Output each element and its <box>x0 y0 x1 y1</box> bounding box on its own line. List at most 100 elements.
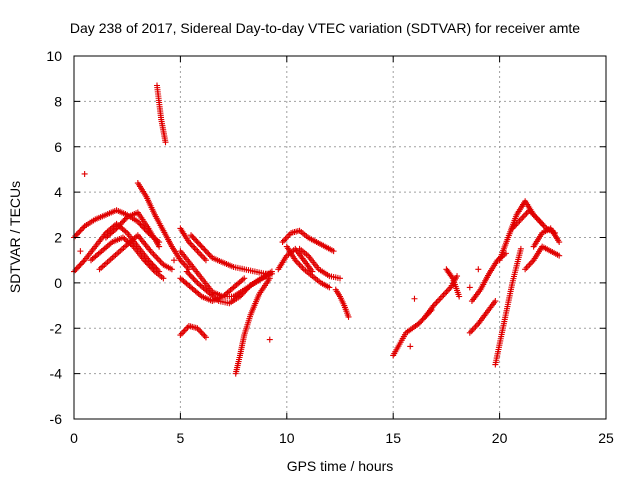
data-point-marker <box>156 257 163 264</box>
data-point-marker <box>190 235 197 242</box>
data-point-marker <box>337 275 343 282</box>
data-point-marker <box>189 274 196 281</box>
data-point-marker <box>151 252 158 259</box>
isolated-point-marker <box>475 266 482 273</box>
data-point-marker <box>157 258 164 265</box>
data-point-marker <box>198 243 205 250</box>
data-point-marker <box>145 261 152 268</box>
data-point-marker <box>72 267 79 274</box>
data-point-marker <box>74 230 81 237</box>
data-point-marker <box>72 233 79 240</box>
data-point-marker <box>537 219 544 226</box>
data-point-marker <box>522 211 529 218</box>
data-point-marker <box>154 255 161 262</box>
isolated-point-marker <box>81 170 88 177</box>
data-point-marker <box>456 293 463 300</box>
data-point-marker <box>150 267 157 274</box>
data-point-marker <box>177 332 184 339</box>
data-point-marker <box>201 246 208 253</box>
data-point-marker <box>279 239 286 246</box>
data-point-marker <box>143 260 150 267</box>
data-point-marker <box>80 258 87 265</box>
data-point-marker <box>296 261 303 268</box>
x-axis-label: GPS time / hours <box>287 458 394 474</box>
data-point-marker <box>201 332 208 339</box>
data-point-marker <box>285 232 292 239</box>
data-point-marker <box>185 269 192 276</box>
data-point-marker <box>162 139 169 146</box>
data-point-marker <box>118 219 125 226</box>
data-point-marker <box>444 287 451 294</box>
data-point-marker <box>121 216 128 223</box>
data-point-marker <box>246 283 253 290</box>
data-point-marker <box>73 231 80 238</box>
data-point-marker <box>419 316 426 323</box>
data-point-marker <box>160 275 167 282</box>
data-point-marker <box>436 296 443 303</box>
data-point-marker <box>146 262 153 269</box>
isolated-point-marker <box>407 343 414 350</box>
data-point-marker <box>520 213 527 220</box>
data-point-marker <box>137 221 144 228</box>
data-point-marker <box>502 250 509 257</box>
data-point-marker <box>122 215 129 222</box>
y-tick-label: 2 <box>54 230 62 246</box>
data-point-marker <box>78 225 85 232</box>
data-point-marker <box>78 260 85 267</box>
data-point-marker <box>197 328 204 335</box>
data-point-marker <box>345 313 352 320</box>
data-point-marker <box>517 245 524 252</box>
data-point-marker <box>200 244 207 251</box>
data-point-marker <box>191 245 198 252</box>
y-tick-label: -6 <box>50 411 63 427</box>
data-point-marker <box>295 260 302 267</box>
x-tick-label: 10 <box>279 430 295 446</box>
data-point-marker <box>147 264 154 271</box>
data-point-marker <box>193 246 200 253</box>
data-point-marker <box>73 265 80 272</box>
data-point-marker <box>519 214 526 221</box>
data-point-marker <box>330 248 337 255</box>
data-point-marker <box>540 222 547 229</box>
data-point-marker <box>443 288 450 295</box>
chart-title: Day 238 of 2017, Sidereal Day-to-day VTE… <box>70 20 580 36</box>
data-point-marker <box>195 249 202 256</box>
data-point-marker <box>441 290 448 297</box>
y-tick-label: -2 <box>50 320 63 336</box>
data-point-marker <box>153 254 160 261</box>
data-point-marker <box>472 323 479 330</box>
isolated-point-marker <box>466 284 473 291</box>
data-point-marker <box>117 221 124 228</box>
data-point-marker <box>77 227 84 234</box>
data-point-marker <box>241 275 248 282</box>
isolated-point-marker <box>77 248 84 255</box>
data-point-marker <box>188 232 195 239</box>
data-point-marker <box>181 327 188 334</box>
data-point-marker <box>120 218 127 225</box>
data-point-marker <box>522 266 529 273</box>
data-point-marker <box>202 334 209 341</box>
isolated-point-marker <box>171 257 178 264</box>
data-point-marker <box>190 243 197 250</box>
data-point-marker <box>282 236 289 243</box>
data-point-marker <box>533 214 540 221</box>
data-point-marker <box>77 261 84 268</box>
data-point-marker <box>454 273 461 280</box>
y-axis-label: SDTVAR / TECUs <box>7 181 23 293</box>
data-point-marker <box>116 222 123 229</box>
y-tick-label: 0 <box>54 275 62 291</box>
data-point-marker <box>240 289 247 296</box>
x-tick-label: 20 <box>492 430 508 446</box>
data-point-marker <box>539 220 546 227</box>
data-point-marker <box>283 234 290 241</box>
data-point-marker <box>299 264 306 271</box>
data-point-marker <box>326 284 333 291</box>
isolated-point-marker <box>266 336 273 343</box>
data-point-marker <box>200 254 207 261</box>
data-point-marker <box>74 264 81 271</box>
data-point-marker <box>526 261 533 268</box>
y-tick-label: 10 <box>46 48 62 64</box>
data-point-marker <box>236 293 243 300</box>
data-point-marker <box>242 287 249 294</box>
